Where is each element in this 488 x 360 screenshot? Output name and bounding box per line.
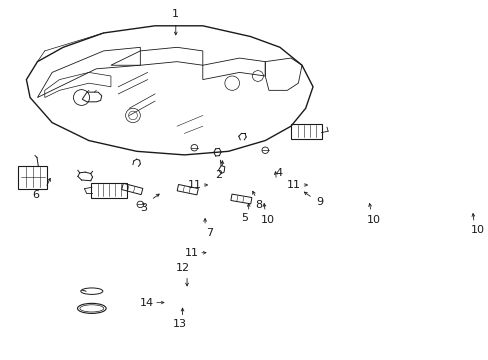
Text: 11: 11: [188, 180, 202, 190]
Text: 1: 1: [172, 9, 179, 19]
Text: 2: 2: [215, 170, 222, 180]
Text: 4: 4: [275, 168, 282, 178]
Text: 11: 11: [184, 248, 198, 258]
Text: 8: 8: [255, 200, 262, 210]
Text: 14: 14: [139, 297, 153, 307]
Text: 10: 10: [260, 215, 274, 225]
Text: 7: 7: [205, 228, 213, 238]
Text: 10: 10: [470, 225, 484, 235]
Text: 13: 13: [172, 319, 186, 329]
Text: 10: 10: [366, 215, 380, 225]
Text: 3: 3: [140, 203, 147, 213]
Text: 12: 12: [176, 263, 190, 273]
Text: 9: 9: [316, 197, 323, 207]
Text: 5: 5: [241, 213, 248, 223]
Text: 11: 11: [286, 180, 300, 190]
Text: 6: 6: [32, 190, 40, 200]
